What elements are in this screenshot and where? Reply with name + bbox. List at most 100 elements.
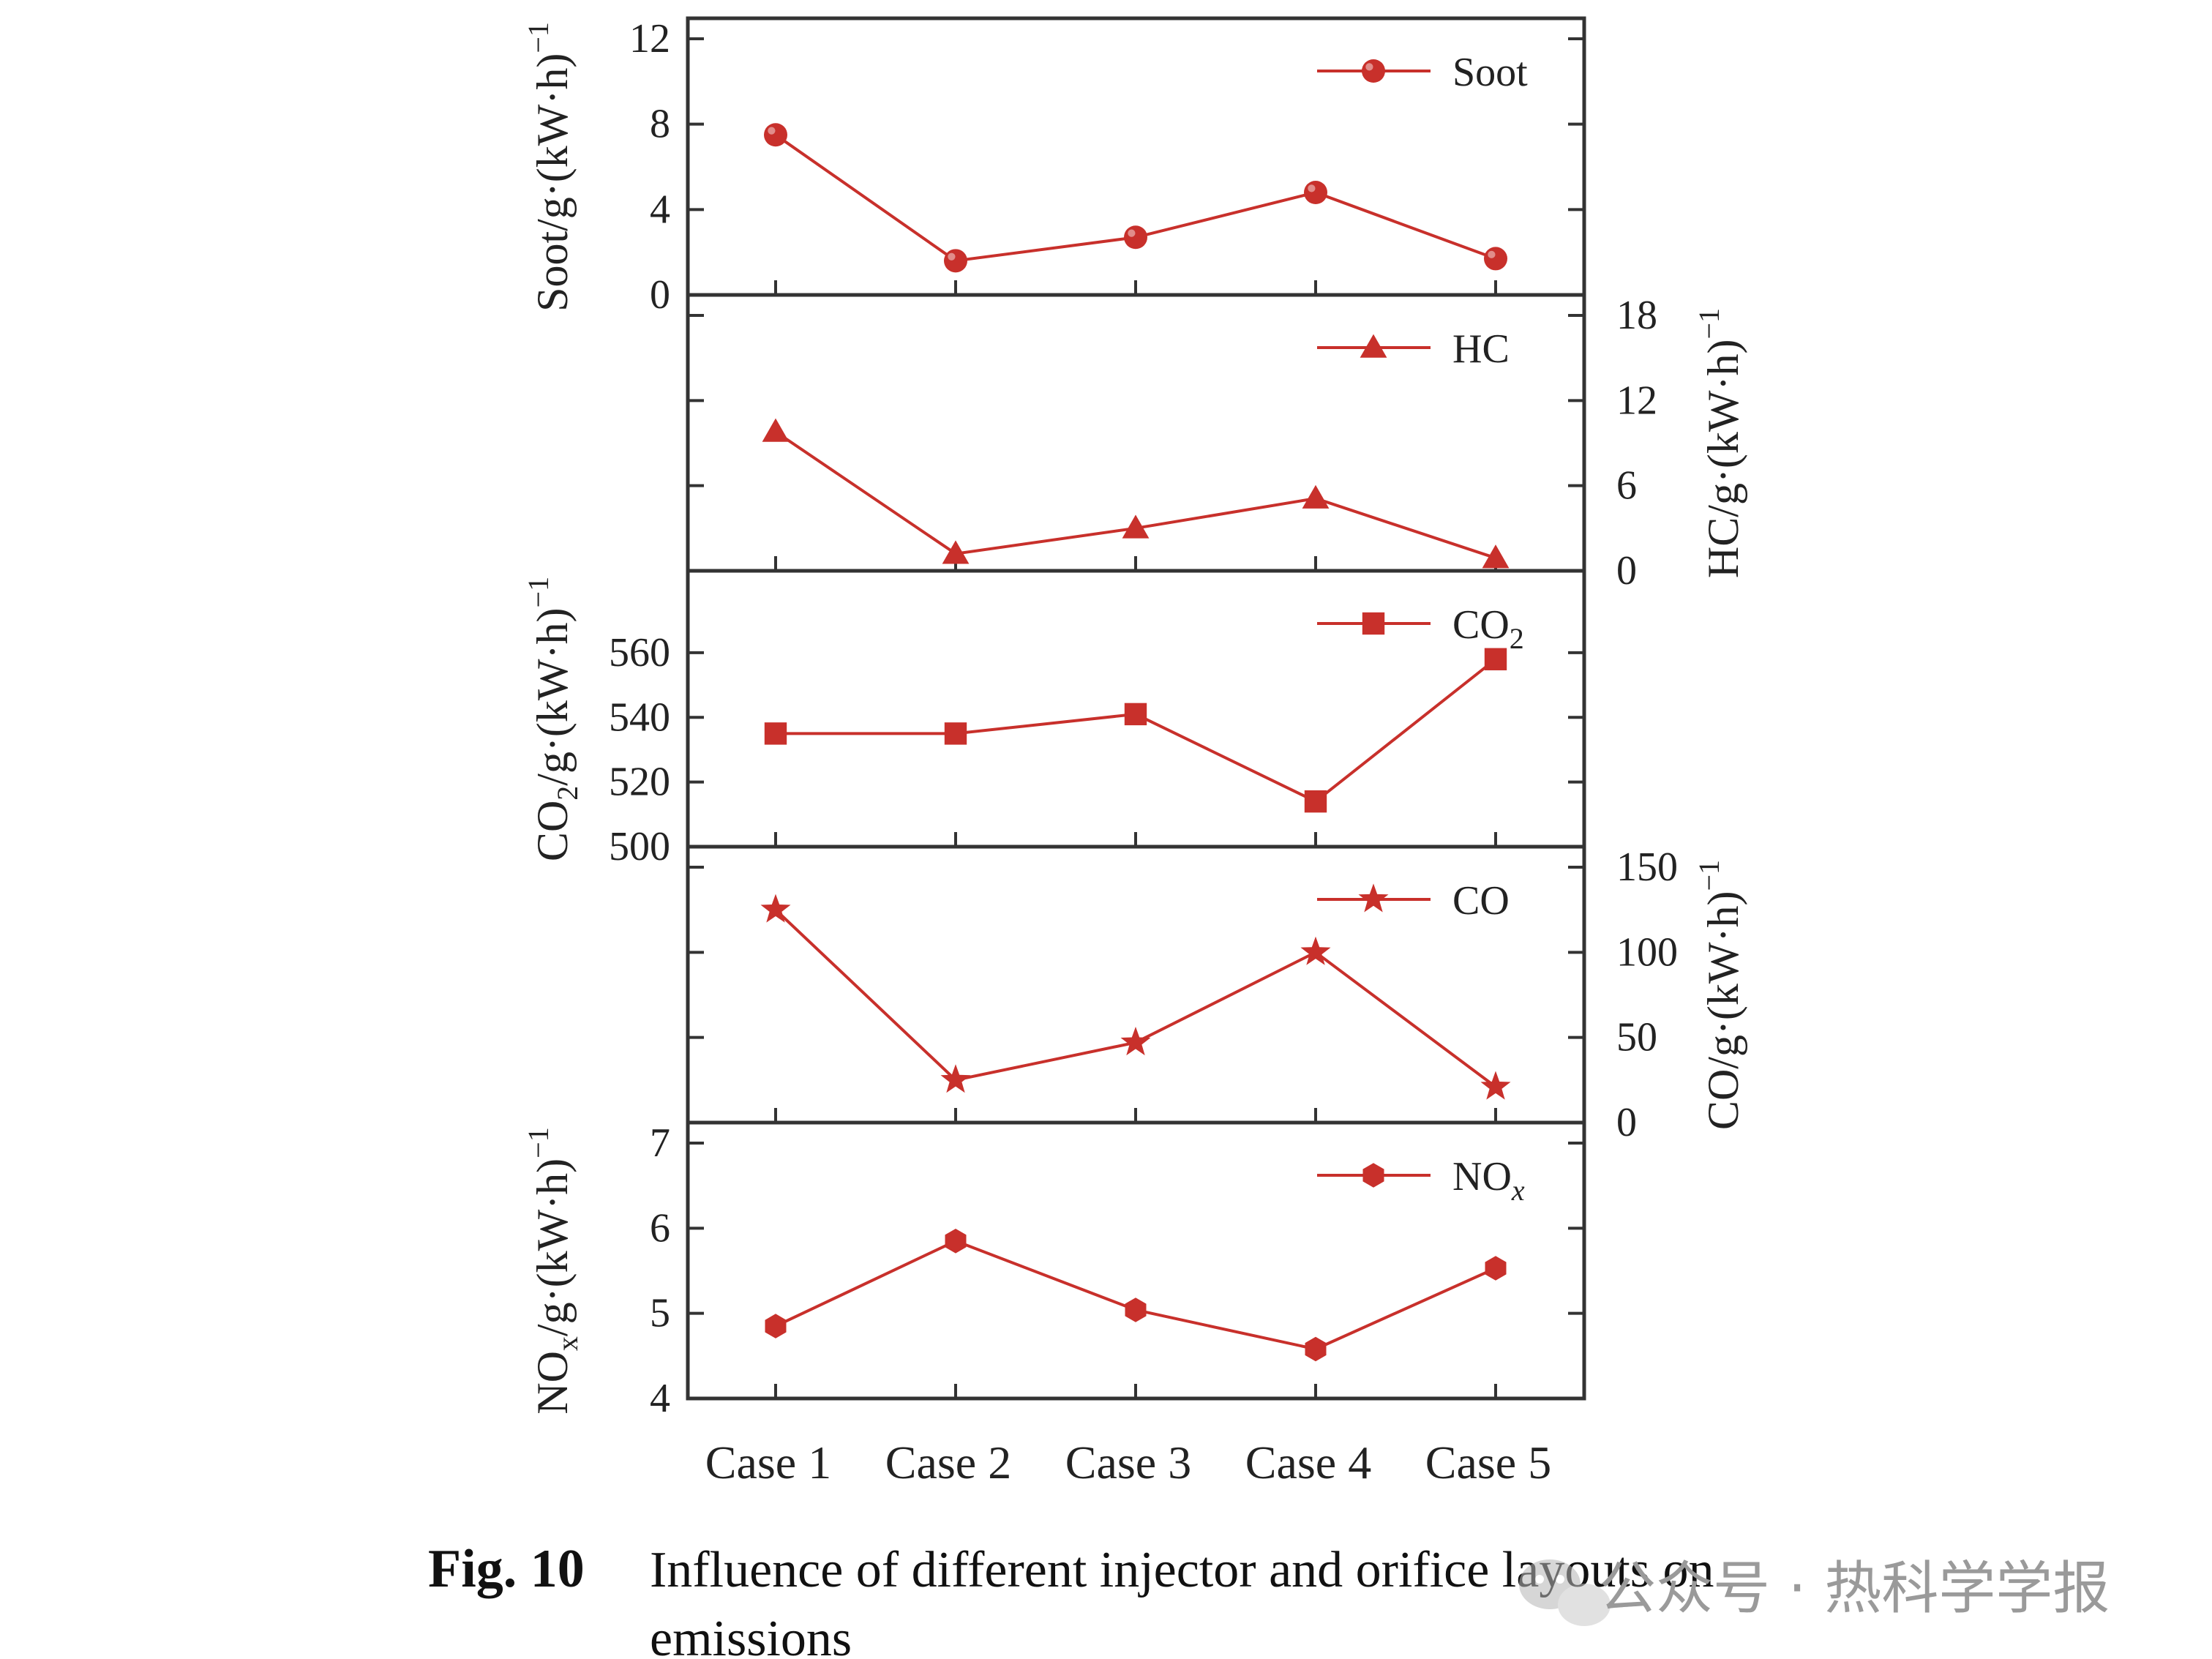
soot-point-4-body [1304, 181, 1327, 204]
soot-legend-marker [1362, 59, 1385, 83]
nox-ytick-label-1: 5 [650, 1291, 670, 1336]
hc-ylabel-sup: −1 [1692, 308, 1725, 340]
nox-ylabel-sup: −1 [522, 1127, 555, 1158]
hc-point-5 [1482, 544, 1510, 569]
co-ytick-label-1: 50 [1616, 1015, 1657, 1060]
nox-ytick-label-2: 6 [650, 1205, 670, 1251]
co2-point-2 [944, 722, 967, 745]
soot-point-3-body [1124, 225, 1147, 250]
nox-point-4 [1305, 1336, 1327, 1362]
hc-legend-label: HC [1452, 326, 1510, 372]
nox-legend-sub: x [1511, 1174, 1525, 1207]
co-frame [686, 845, 1586, 1125]
soot-point-1-body [764, 123, 787, 147]
soot-legend-marker-highlight [1365, 63, 1373, 71]
co-ylabel-text: CO/g·(kW·h) [1699, 891, 1747, 1130]
soot-frame [686, 16, 1586, 297]
soot-point-5 [1484, 247, 1507, 271]
nox-point-5 [1485, 1256, 1507, 1281]
nox-point-3 [1125, 1297, 1147, 1322]
soot-point-1-highlight [768, 127, 776, 135]
nox-ytick-label-0: 4 [650, 1376, 670, 1421]
panel-hc: 0 6 12 18 HC/g·(kW·h)−1 HC [686, 293, 1747, 593]
soot-ylabel-sup: −1 [522, 22, 555, 53]
figure-caption: Fig. 10 Influence of different injector … [428, 1539, 1714, 1659]
co2-ytick-label-0: 500 [609, 824, 670, 869]
watermark-text: 公众号 · 热科学学报 [1599, 1556, 2110, 1622]
nox-ytick-label-3: 7 [650, 1120, 670, 1166]
soot-point-4 [1304, 181, 1327, 204]
soot-point-2-body [944, 249, 967, 273]
nox-legend-name: NO [1452, 1154, 1512, 1199]
co2-ylabel-text-a: CO [528, 801, 577, 861]
hc-ylabel-text: HC/g·(kW·h) [1699, 339, 1747, 578]
x-category-label-4: Case 4 [1245, 1437, 1371, 1488]
soot-ylabel: Soot/g·(kW·h)−1 [522, 22, 577, 312]
co-ylabel-sup: −1 [1692, 860, 1725, 891]
nox-point-1 [765, 1314, 787, 1338]
co2-legend-marker [1362, 612, 1385, 635]
co-ylabel: CO/g·(kW·h)−1 [1692, 860, 1747, 1130]
co-legend-marker [1358, 883, 1389, 913]
soot-ytick-label-1: 4 [650, 187, 670, 232]
soot-point-2-highlight [948, 252, 956, 261]
nox-ylabel: NOx/g·(kW·h)−1 [522, 1127, 584, 1414]
co-point-4 [1300, 936, 1331, 965]
nox-point-2 [945, 1229, 967, 1254]
hc-point-2 [942, 540, 970, 564]
nox-frame [686, 1120, 1586, 1401]
co-point-3 [1120, 1027, 1151, 1056]
hc-ytick-label-3: 18 [1616, 293, 1657, 338]
hc-point-3 [1122, 514, 1150, 539]
co2-point-4 [1304, 790, 1327, 813]
co2-legend-name: CO [1452, 602, 1510, 648]
co2-point-1 [764, 722, 787, 745]
nox-legend-label: NOx [1452, 1154, 1525, 1207]
x-category-label-5: Case 5 [1425, 1437, 1551, 1488]
hc-ytick-label-0: 0 [1616, 548, 1637, 593]
co2-ytick-label-3: 560 [609, 630, 670, 675]
x-category-label-2: Case 2 [885, 1437, 1011, 1488]
caption-label: Fig. 10 [428, 1539, 585, 1599]
nox-ylabel-text-b: /g·(kW·h) [528, 1158, 577, 1336]
co-point-5 [1480, 1071, 1511, 1100]
co2-point-3 [1124, 703, 1147, 726]
soot-legend-marker-body [1362, 59, 1385, 83]
co-ytick-label-3: 150 [1616, 845, 1678, 890]
soot-legend-name: Soot [1452, 50, 1528, 95]
hc-ytick-label-1: 6 [1616, 463, 1637, 509]
co2-ylabel-sup: −1 [522, 577, 555, 608]
x-category-label-3: Case 3 [1065, 1437, 1191, 1488]
hc-point-1 [762, 418, 790, 442]
caption-text-line2: emissions [650, 1611, 852, 1659]
soot-point-4-highlight [1308, 184, 1316, 192]
co-ytick-label-2: 100 [1616, 929, 1678, 975]
nox-ylabel-sub: x [551, 1336, 584, 1351]
co2-ylabel: CO2/g·(kW·h)−1 [522, 577, 584, 861]
soot-ytick-label-0: 0 [650, 272, 670, 318]
co-ytick-label-0: 0 [1616, 1100, 1637, 1145]
hc-legend-marker [1360, 334, 1387, 358]
co2-ytick-label-2: 540 [609, 694, 670, 740]
nox-series-line [775, 1239, 1496, 1351]
soot-ytick-label-3: 12 [629, 16, 670, 61]
co2-point-5 [1484, 648, 1507, 670]
soot-point-3 [1124, 225, 1147, 250]
hc-point-4 [1302, 484, 1330, 509]
hc-ytick-label-2: 12 [1616, 378, 1657, 423]
chart-panels: 04812Soot/g·(kW·h)−1Soot061218HC/g·(kW·h… [522, 16, 1747, 1488]
soot-point-3-highlight [1128, 229, 1136, 237]
soot-point-5-body [1484, 247, 1507, 271]
co2-series-line [776, 658, 1497, 804]
soot-point-2 [944, 249, 967, 273]
watermark: 公众号 · 热科学学报 [1519, 1556, 2110, 1626]
hc-legend-name: HC [1452, 326, 1510, 372]
co2-ytick-label-1: 520 [609, 760, 670, 805]
panel-co: 0 50 100 150 CO/g·(kW·h)−1 CO [686, 845, 1747, 1145]
hc-ylabel: HC/g·(kW·h)−1 [1692, 308, 1747, 578]
co2-ylabel-text-b: /g·(kW·h) [528, 607, 577, 785]
nox-ylabel-text-a: NO [528, 1351, 577, 1415]
